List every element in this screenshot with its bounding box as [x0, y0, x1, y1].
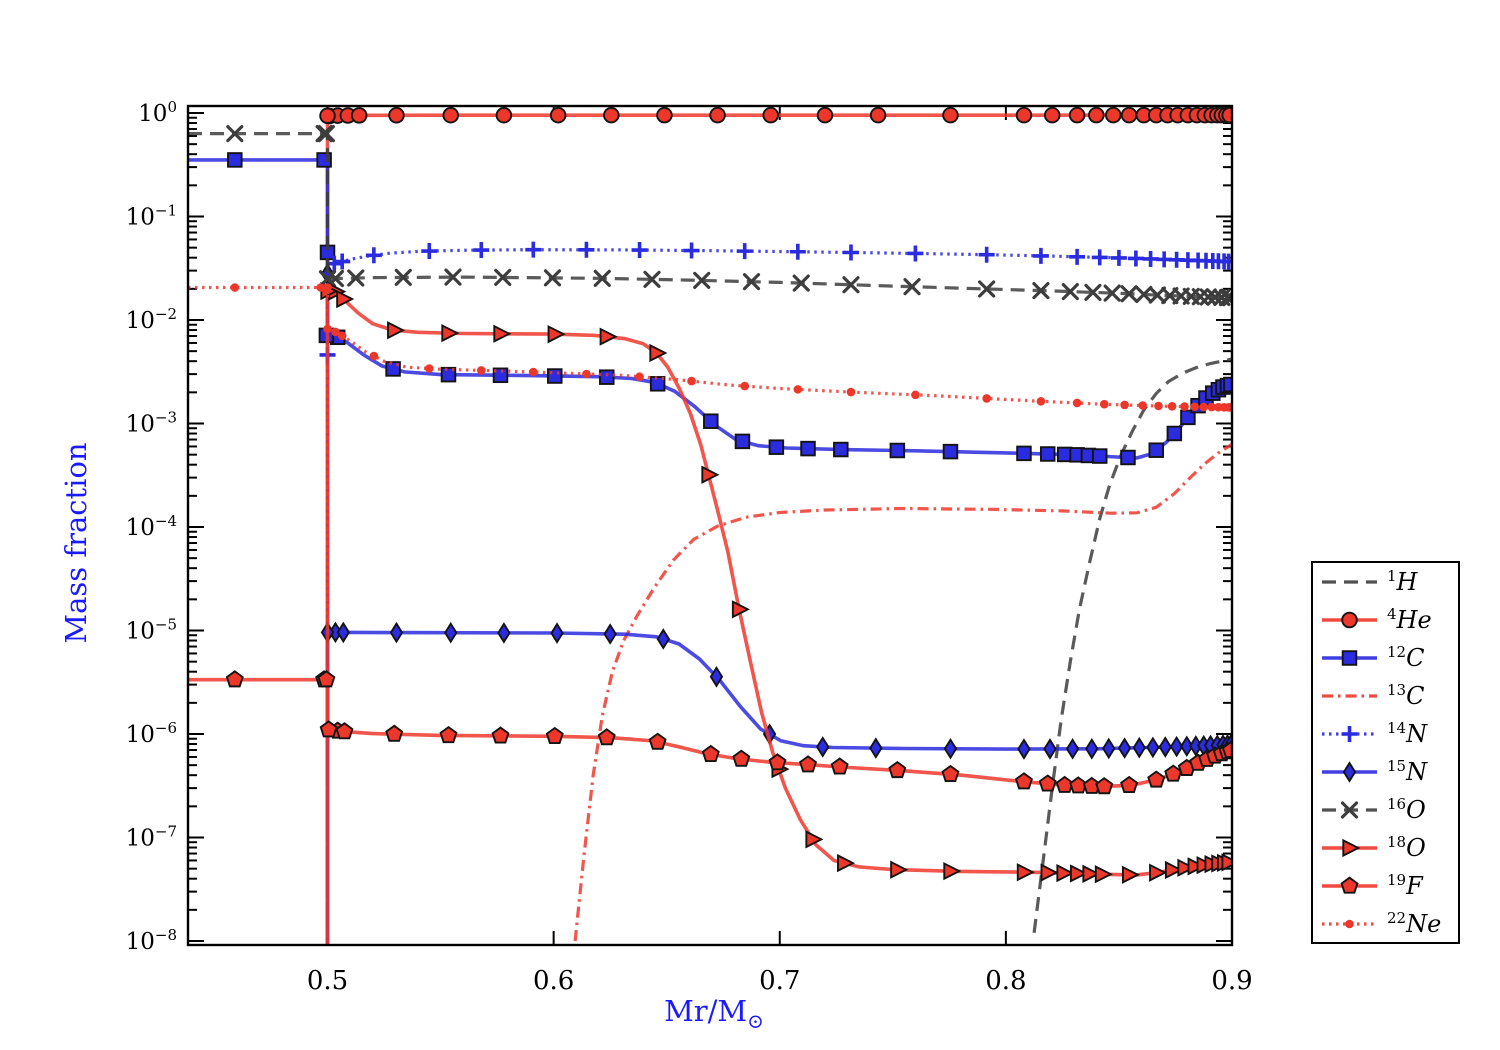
axis-ticks: [188, 106, 1233, 945]
y-tick-label: 10−2: [126, 305, 177, 334]
x-tick-label: 0.6: [533, 966, 574, 996]
y-axis-title: Mass fraction: [59, 442, 93, 643]
series-N15-line: [325, 630, 1231, 944]
legend-label: 1H: [1387, 567, 1419, 596]
series-N14-line: [325, 248, 1231, 944]
legend-item-N15: 15N: [1322, 757, 1428, 786]
legend-item-H1: 1H: [1322, 567, 1419, 596]
series-C12-line: [189, 158, 1231, 460]
y-tick-label: 10−8: [126, 926, 177, 955]
series-Ne22-line: [189, 285, 1231, 409]
legend-item-C13: 13C: [1322, 681, 1424, 710]
series-Ne22-markers: [230, 283, 1231, 412]
x-tick-label: 0.9: [1211, 966, 1252, 996]
series-F19-markers: [225, 670, 1231, 795]
legend-label: 12C: [1387, 643, 1424, 672]
legend-item-N14: 14N: [1322, 719, 1428, 748]
y-tick-label: 10−6: [126, 719, 177, 748]
legend-label: 4He: [1387, 605, 1432, 634]
x-tick-labels: 0.5 0.6 0.7 0.8 0.9: [307, 966, 1253, 996]
series-N15-markers: [320, 262, 1231, 760]
legend-label: 22Ne: [1387, 909, 1441, 938]
y-tick-label: 10−3: [126, 409, 177, 438]
legend-item-O18: 18O: [1322, 833, 1426, 862]
plot-frame: [186, 104, 1234, 947]
legend-label: 13C: [1387, 681, 1424, 710]
legend-item-C12: 12C: [1322, 643, 1424, 672]
legend-item-F19: 19F: [1322, 871, 1424, 900]
y-tick-label: 100: [138, 98, 177, 127]
y-tick-labels: 100 10−1 10−2 10−3 10−4 10−5 10−6 10−7 10−8: [126, 98, 177, 955]
legend-label: 19F: [1387, 871, 1424, 900]
series-C12-markers: [227, 152, 1231, 466]
series-C13-line: [573, 443, 1231, 942]
x-tick-label: 0.7: [759, 966, 800, 996]
x-tick-label: 0.5: [307, 966, 348, 996]
legend-label: 16O: [1387, 795, 1426, 824]
legend-item-Ne22: 22Ne: [1322, 909, 1441, 938]
x-axis-title: Mr/M⊙: [664, 994, 764, 1033]
x-tick-label: 0.8: [985, 966, 1026, 996]
series-N14-markers: [319, 241, 1231, 363]
legend: 1H 4He 12C 13C 14N 15N 16O 18O 19F 22Ne: [1311, 561, 1460, 944]
legend-item-O16: 16O: [1322, 795, 1426, 824]
series-O16-markers: [226, 125, 1231, 307]
legend-label: 15N: [1387, 757, 1428, 786]
series-O16-line: [189, 132, 1231, 300]
y-tick-label: 10−7: [126, 823, 177, 852]
y-tick-label: 10−1: [126, 202, 177, 231]
series-He4-markers: [319, 107, 1231, 125]
legend-item-He4: 4He: [1322, 605, 1432, 634]
series-H1-line: [1032, 357, 1231, 933]
legend-label: 18O: [1387, 833, 1426, 862]
y-tick-label: 10−5: [126, 616, 177, 645]
y-tick-label: 10−4: [126, 512, 177, 541]
series-O18-line: [325, 284, 1231, 944]
series-He4-line: [325, 113, 1231, 944]
legend-label: 14N: [1387, 719, 1428, 748]
legend-box: [1311, 561, 1460, 944]
